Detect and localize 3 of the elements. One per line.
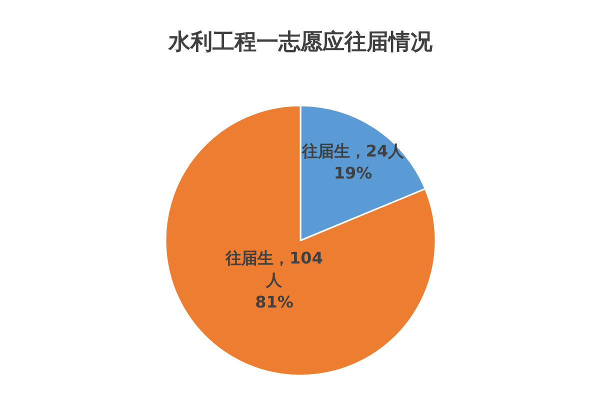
chart-title: 水利工程一志愿应往届情况: [168, 29, 434, 55]
slice-label: 往届生，24人 19%: [300, 141, 406, 182]
slice-label: 往届生，104 人 81%: [224, 248, 323, 312]
